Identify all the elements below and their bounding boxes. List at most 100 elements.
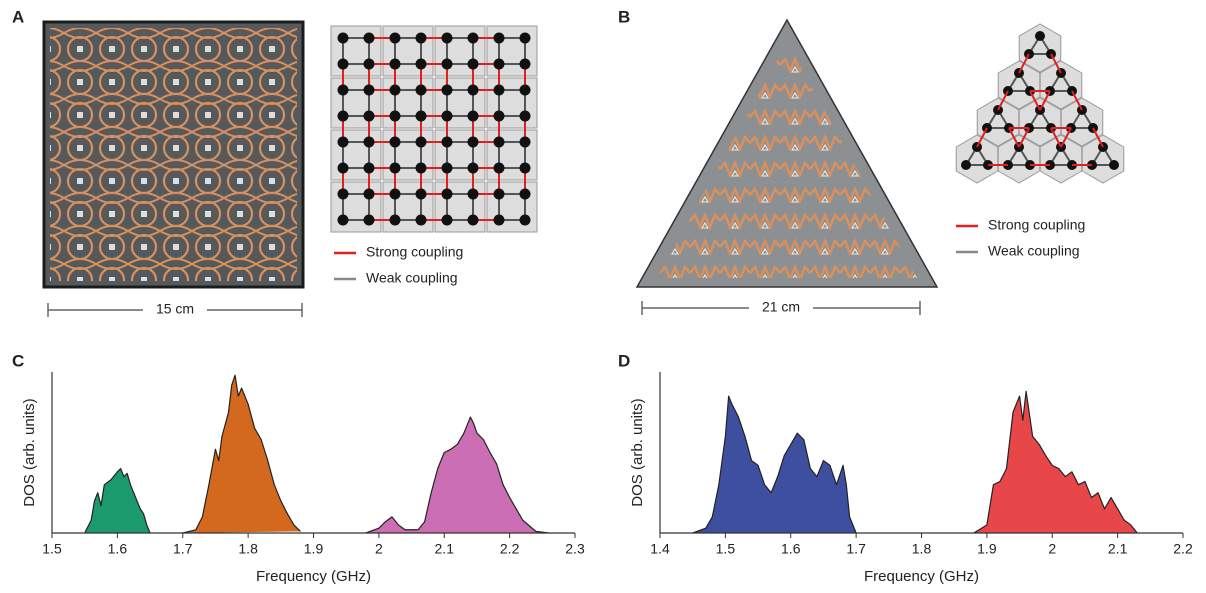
site xyxy=(467,110,479,122)
site xyxy=(363,214,375,226)
legend-label: Strong coupling xyxy=(988,217,1085,233)
legend-label: Strong coupling xyxy=(366,244,463,260)
coupling xyxy=(1050,127,1062,148)
unit-cell xyxy=(434,181,486,233)
site xyxy=(493,110,505,122)
site xyxy=(337,188,349,200)
site xyxy=(389,214,401,226)
scale-bar xyxy=(47,303,303,317)
site xyxy=(337,214,349,226)
legend-label: Weak coupling xyxy=(366,270,458,286)
site xyxy=(389,110,401,122)
coupling xyxy=(1069,108,1095,129)
unit-cell xyxy=(382,181,434,233)
site xyxy=(389,58,401,70)
x-tick-label: 1.9 xyxy=(977,541,997,557)
unit-cell xyxy=(1039,60,1083,110)
unit-cell xyxy=(382,129,434,181)
coupling xyxy=(1060,127,1072,148)
dos-area xyxy=(182,374,301,534)
unit-cell xyxy=(486,181,538,233)
site xyxy=(363,84,375,96)
site xyxy=(519,136,531,148)
site xyxy=(337,162,349,174)
unit-cell xyxy=(486,129,538,181)
lattice-diagram xyxy=(330,25,538,233)
site xyxy=(441,136,453,148)
unit-cell xyxy=(382,25,434,77)
site xyxy=(415,162,427,174)
site xyxy=(467,84,479,96)
site xyxy=(519,214,531,226)
coupling xyxy=(1006,71,1032,92)
x-tick-label: 1.6 xyxy=(108,541,128,557)
site xyxy=(441,188,453,200)
x-tick-label: 2 xyxy=(375,541,383,557)
coupling xyxy=(1071,90,1083,111)
coupling xyxy=(1090,145,1116,166)
site xyxy=(337,84,349,96)
site xyxy=(389,84,401,96)
x-tick-label: 2 xyxy=(1048,541,1056,557)
photo-pattern xyxy=(657,42,917,278)
site xyxy=(441,214,453,226)
unit-cell xyxy=(330,25,382,77)
x-tick-label: 1.5 xyxy=(716,541,736,557)
unit-cell xyxy=(1081,134,1125,184)
site xyxy=(363,58,375,70)
site xyxy=(415,188,427,200)
coupling xyxy=(976,127,988,148)
x-tick-label: 1.8 xyxy=(238,541,258,557)
x-tick-label: 1.9 xyxy=(304,541,324,557)
site xyxy=(1109,160,1119,170)
y-axis-label: DOS (arb. units) xyxy=(21,398,38,506)
unit-cell xyxy=(434,77,486,129)
site xyxy=(441,84,453,96)
site xyxy=(1035,31,1045,41)
site xyxy=(519,188,531,200)
site xyxy=(337,58,349,70)
site xyxy=(441,58,453,70)
panel-letter: D xyxy=(618,351,630,370)
x-tick-label: 1.8 xyxy=(912,541,932,557)
unit-cell xyxy=(486,25,538,77)
site xyxy=(363,188,375,200)
site xyxy=(415,58,427,70)
site xyxy=(415,110,427,122)
site xyxy=(519,110,531,122)
x-tick-label: 2.1 xyxy=(1108,541,1128,557)
coupling xyxy=(1018,127,1030,148)
x-tick-label: 1.7 xyxy=(173,541,193,557)
site xyxy=(493,214,505,226)
site xyxy=(441,32,453,44)
dos-area xyxy=(365,416,549,534)
unit-cell xyxy=(486,77,538,129)
unit-cell xyxy=(330,77,382,129)
site xyxy=(363,162,375,174)
site xyxy=(519,84,531,96)
y-axis-label: DOS (arb. units) xyxy=(629,398,646,506)
coupling xyxy=(1092,127,1104,148)
dos-area xyxy=(84,468,151,534)
scale-label: 21 cm xyxy=(762,299,800,315)
site xyxy=(337,136,349,148)
x-tick-label: 1.5 xyxy=(42,541,62,557)
site xyxy=(467,214,479,226)
site xyxy=(415,84,427,96)
site xyxy=(493,162,505,174)
site xyxy=(467,58,479,70)
site xyxy=(961,160,971,170)
coupling xyxy=(1048,71,1074,92)
x-tick-label: 2.1 xyxy=(435,541,455,557)
x-tick-label: 1.4 xyxy=(650,541,670,557)
site xyxy=(467,162,479,174)
site xyxy=(415,214,427,226)
unit-cell xyxy=(434,129,486,181)
site xyxy=(493,58,505,70)
photo-pattern xyxy=(50,28,297,281)
x-tick-label: 1.7 xyxy=(846,541,866,557)
site xyxy=(415,32,427,44)
coupling xyxy=(1029,90,1041,111)
coupling xyxy=(1008,127,1020,148)
